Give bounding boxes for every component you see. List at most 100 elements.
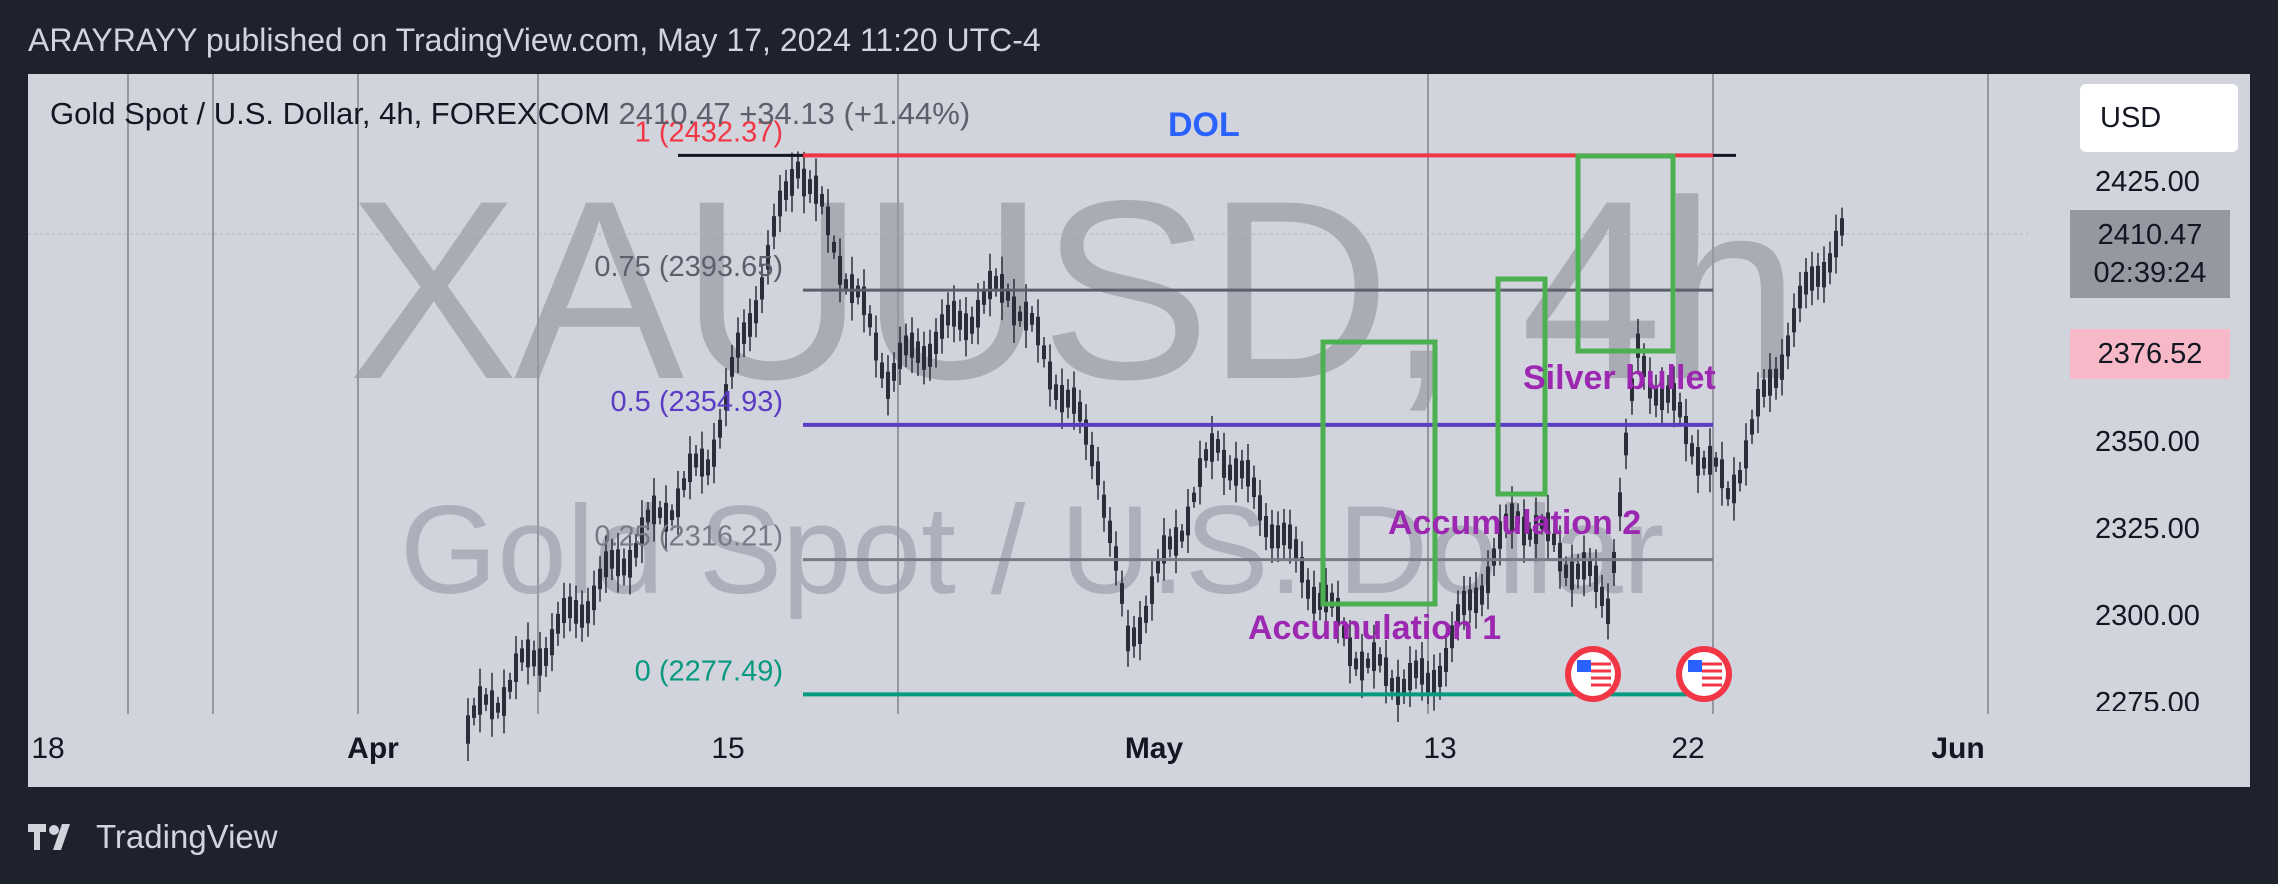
price-tick: 2300.00 bbox=[2095, 600, 2200, 632]
candle-body bbox=[1126, 625, 1130, 652]
candle-body bbox=[1600, 586, 1604, 607]
time-tick: Apr bbox=[347, 732, 399, 765]
candle-body bbox=[1264, 516, 1268, 538]
candle-body bbox=[1336, 597, 1340, 627]
candle-body bbox=[1630, 378, 1634, 402]
candle-body bbox=[1804, 271, 1808, 295]
candle-body bbox=[1246, 460, 1250, 487]
candle-body bbox=[592, 585, 596, 611]
candle-body bbox=[1528, 528, 1532, 540]
candle-body bbox=[1720, 459, 1724, 489]
candle-body bbox=[940, 314, 944, 339]
candle-body bbox=[1840, 218, 1844, 236]
candle-body bbox=[844, 279, 848, 289]
candle-body bbox=[1726, 487, 1730, 500]
price-tick: 2350.00 bbox=[2095, 426, 2200, 458]
candle-body bbox=[1612, 551, 1616, 573]
candle-body bbox=[1744, 440, 1748, 469]
candle-body bbox=[1828, 253, 1832, 273]
candle-body bbox=[634, 543, 638, 558]
candle-body bbox=[1102, 494, 1106, 518]
candle-body bbox=[1492, 548, 1496, 566]
candle-body bbox=[466, 715, 470, 744]
symbol-description: Gold Spot / U.S. Dollar, 4h, FOREXCOM bbox=[50, 96, 610, 131]
candle-body bbox=[1030, 313, 1034, 325]
candle-body bbox=[1594, 565, 1598, 593]
candle-body bbox=[1684, 415, 1688, 445]
candle-body bbox=[934, 331, 938, 354]
candle-body bbox=[730, 356, 734, 377]
candle-body bbox=[646, 509, 650, 523]
candle-body bbox=[1690, 443, 1694, 457]
candle-body bbox=[1300, 557, 1304, 583]
last-price: 2410.47 bbox=[2097, 219, 2203, 251]
candle-body bbox=[658, 507, 662, 518]
candle-body bbox=[784, 181, 788, 200]
candle-body bbox=[1432, 669, 1436, 696]
candle-body bbox=[1798, 285, 1802, 309]
candle-body bbox=[1636, 333, 1640, 358]
dol-label: DOL bbox=[1168, 106, 1240, 144]
fib-level-label: 1 (2432.37) bbox=[635, 116, 783, 148]
candle-body bbox=[1342, 625, 1346, 639]
candle-body bbox=[1588, 558, 1592, 576]
candle-body bbox=[862, 286, 866, 316]
candle-body bbox=[754, 300, 758, 324]
candle-body bbox=[1210, 433, 1214, 462]
candle-body bbox=[1414, 660, 1418, 679]
accumulation-1-box[interactable] bbox=[1320, 339, 1438, 607]
candle-body bbox=[1498, 521, 1502, 549]
candle-body bbox=[514, 653, 518, 682]
candle-body bbox=[904, 335, 908, 356]
silver-bullet-box[interactable] bbox=[1575, 153, 1676, 354]
candle-body bbox=[1000, 274, 1004, 303]
candle-body bbox=[838, 255, 842, 285]
candle-body bbox=[1162, 535, 1166, 564]
candle-body bbox=[1444, 647, 1448, 672]
candle-body bbox=[1132, 627, 1136, 647]
candle-body bbox=[562, 598, 566, 624]
tradingview-branding[interactable]: TradingView bbox=[28, 818, 278, 856]
candle-body bbox=[544, 647, 548, 666]
candle-body bbox=[1090, 444, 1094, 467]
candle-body bbox=[502, 687, 506, 716]
candle-body bbox=[1366, 658, 1370, 668]
candle-body bbox=[1282, 522, 1286, 546]
candle-body bbox=[982, 289, 986, 305]
candle-body bbox=[772, 216, 776, 237]
candle-body bbox=[1450, 625, 1454, 649]
symbol-legend[interactable]: Gold Spot / U.S. Dollar, 4h, FOREXCOM 24… bbox=[50, 96, 970, 132]
currency-button[interactable]: USD bbox=[2080, 84, 2238, 152]
candle-body bbox=[1678, 402, 1682, 418]
candle-body bbox=[916, 341, 920, 363]
candle-body bbox=[952, 300, 956, 327]
candle-body bbox=[1324, 584, 1328, 613]
candle-body bbox=[1396, 676, 1400, 705]
candle-body bbox=[994, 276, 998, 289]
candle-body bbox=[1810, 266, 1814, 291]
candle-body bbox=[1138, 617, 1142, 644]
candle-body bbox=[1816, 265, 1820, 287]
candle-body bbox=[958, 310, 962, 330]
candle-body bbox=[490, 690, 494, 720]
candle-body bbox=[472, 705, 476, 718]
price-plot[interactable]: 1 (2432.37) 0.75 (2393.65) 0.5 (2354.93) 0.… bbox=[28, 74, 2250, 787]
candle-body bbox=[1066, 389, 1070, 408]
candle-body bbox=[664, 502, 668, 532]
candle-body bbox=[898, 342, 902, 369]
candle-body bbox=[1174, 527, 1178, 556]
candle-body bbox=[1534, 515, 1538, 544]
candle-body bbox=[1150, 576, 1154, 604]
price-tick: 2275.00 bbox=[2095, 687, 2200, 711]
candle-body bbox=[1168, 536, 1172, 550]
candle-body bbox=[670, 510, 674, 520]
tradingview-brand: TradingView bbox=[96, 818, 278, 855]
candle-body bbox=[1732, 474, 1736, 504]
candle-body bbox=[766, 245, 770, 270]
candle-body bbox=[1570, 561, 1574, 590]
accumulation-2-label: Accumulation 2 bbox=[1388, 504, 1641, 542]
level-price-tag: 2376.52 bbox=[2070, 329, 2230, 379]
candle-body bbox=[1222, 449, 1226, 478]
chart-pane[interactable]: XAUUSD, 4h Gold Spot / U.S. Dollar 1 (24… bbox=[28, 74, 2250, 787]
accumulation-2-box[interactable] bbox=[1495, 276, 1548, 497]
